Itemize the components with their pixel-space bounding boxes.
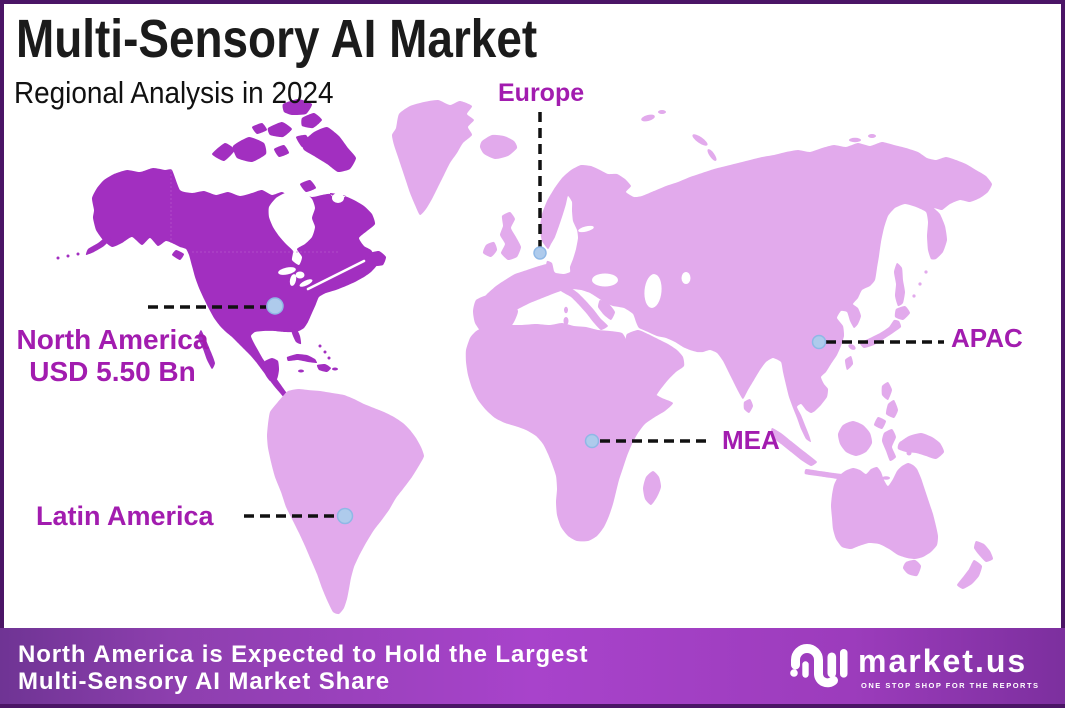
svg-text:ONE STOP SHOP FOR THE REPORTS: ONE STOP SHOP FOR THE REPORTS [861, 681, 1040, 690]
svg-text:market.us: market.us [858, 643, 1027, 679]
